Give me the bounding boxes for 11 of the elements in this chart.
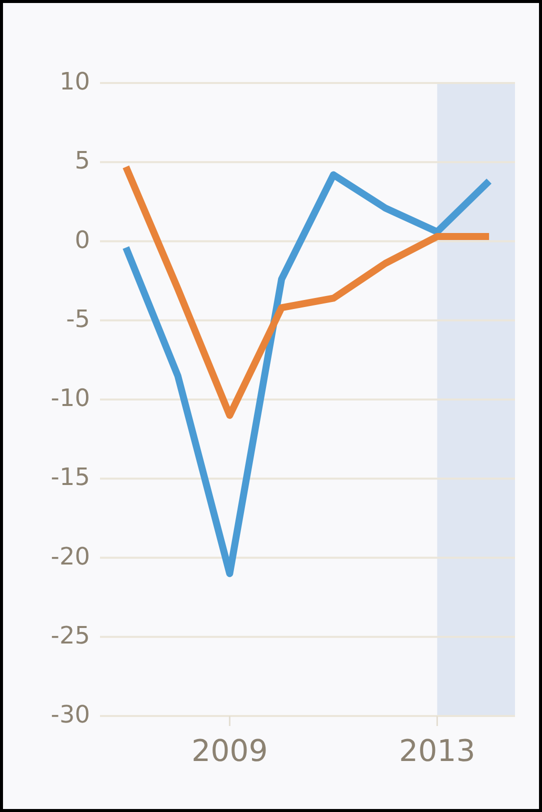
y-tick-label: -25: [50, 621, 90, 650]
y-tick-label: 10: [59, 68, 90, 96]
y-tick-label: 5: [74, 146, 90, 175]
x-tick-label: 2013: [399, 734, 476, 769]
y-tick-label: 0: [74, 226, 90, 254]
y-tick-label: -20: [50, 542, 90, 570]
x-tick-label: 2009: [192, 734, 268, 769]
y-tick-label: -10: [50, 384, 90, 412]
y-tick-label: -15: [50, 463, 90, 492]
y-tick-label: -5: [66, 304, 90, 333]
y-tick-label: -30: [50, 700, 90, 729]
